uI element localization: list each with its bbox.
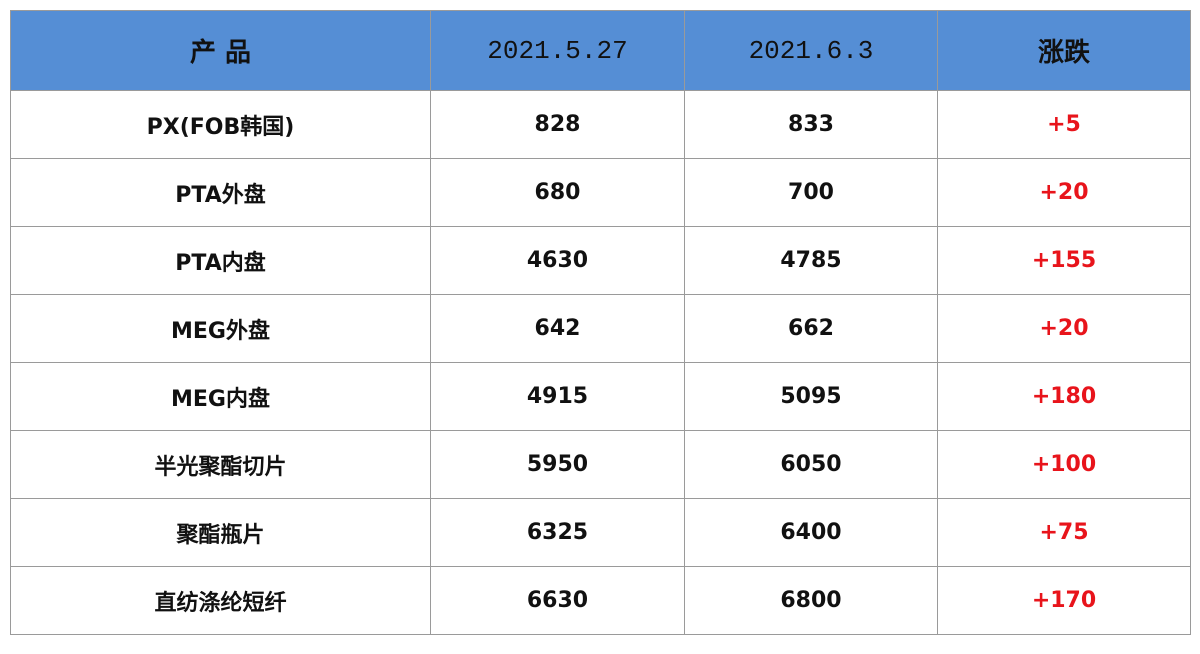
product-cell: PTA内盘 (10, 226, 431, 295)
change-cell: +170 (937, 566, 1191, 635)
table-row: 聚酯瓶片 6325 6400 +75 (10, 498, 1191, 567)
price-cell: 662 (684, 294, 938, 363)
price-cell: 6050 (684, 430, 938, 499)
price-cell: 6800 (684, 566, 938, 635)
price-cell: 828 (430, 90, 685, 159)
product-cell: PTA外盘 (10, 158, 431, 227)
product-cell: MEG内盘 (10, 362, 431, 431)
change-cell: +155 (937, 226, 1191, 295)
change-cell: +20 (937, 294, 1191, 363)
price-cell: 5950 (430, 430, 685, 499)
table-row: MEG内盘 4915 5095 +180 (10, 362, 1191, 431)
table-row: PTA外盘 680 700 +20 (10, 158, 1191, 227)
change-cell: +100 (937, 430, 1191, 499)
change-cell: +180 (937, 362, 1191, 431)
price-cell: 4915 (430, 362, 685, 431)
price-cell: 6630 (430, 566, 685, 635)
product-cell: 半光聚酯切片 (10, 430, 431, 499)
price-cell: 642 (430, 294, 685, 363)
table-row: MEG外盘 642 662 +20 (10, 294, 1191, 363)
price-table: 产 品 2021.5.27 2021.6.3 涨跌 PX(FOB韩国) 828 83… (10, 10, 1191, 635)
price-cell: 700 (684, 158, 938, 227)
price-cell: 6400 (684, 498, 938, 567)
table-header: 产 品 2021.5.27 2021.6.3 涨跌 (10, 10, 1191, 91)
change-cell: +5 (937, 90, 1191, 159)
price-cell: 4785 (684, 226, 938, 295)
product-cell: 聚酯瓶片 (10, 498, 431, 567)
table-row: PTA内盘 4630 4785 +155 (10, 226, 1191, 295)
header-cell: 2021.6.3 (684, 10, 938, 91)
price-cell: 833 (684, 90, 938, 159)
change-cell: +75 (937, 498, 1191, 567)
table-row: PX(FOB韩国) 828 833 +5 (10, 90, 1191, 159)
product-cell: MEG外盘 (10, 294, 431, 363)
header-cell: 涨跌 (937, 10, 1191, 91)
product-cell: 直纺涤纶短纤 (10, 566, 431, 635)
product-cell: PX(FOB韩国) (10, 90, 431, 159)
header-row: 产 品 2021.5.27 2021.6.3 涨跌 (10, 10, 1191, 91)
header-cell: 产 品 (10, 10, 431, 91)
price-cell: 680 (430, 158, 685, 227)
change-cell: +20 (937, 158, 1191, 227)
table-body: PX(FOB韩国) 828 833 +5 PTA外盘 680 700 +20 PTA内盘 4630… (10, 90, 1191, 635)
header-cell: 2021.5.27 (430, 10, 685, 91)
price-cell: 5095 (684, 362, 938, 431)
table-row: 直纺涤纶短纤 6630 6800 +170 (10, 566, 1191, 635)
price-cell: 4630 (430, 226, 685, 295)
table-row: 半光聚酯切片 5950 6050 +100 (10, 430, 1191, 499)
price-cell: 6325 (430, 498, 685, 567)
